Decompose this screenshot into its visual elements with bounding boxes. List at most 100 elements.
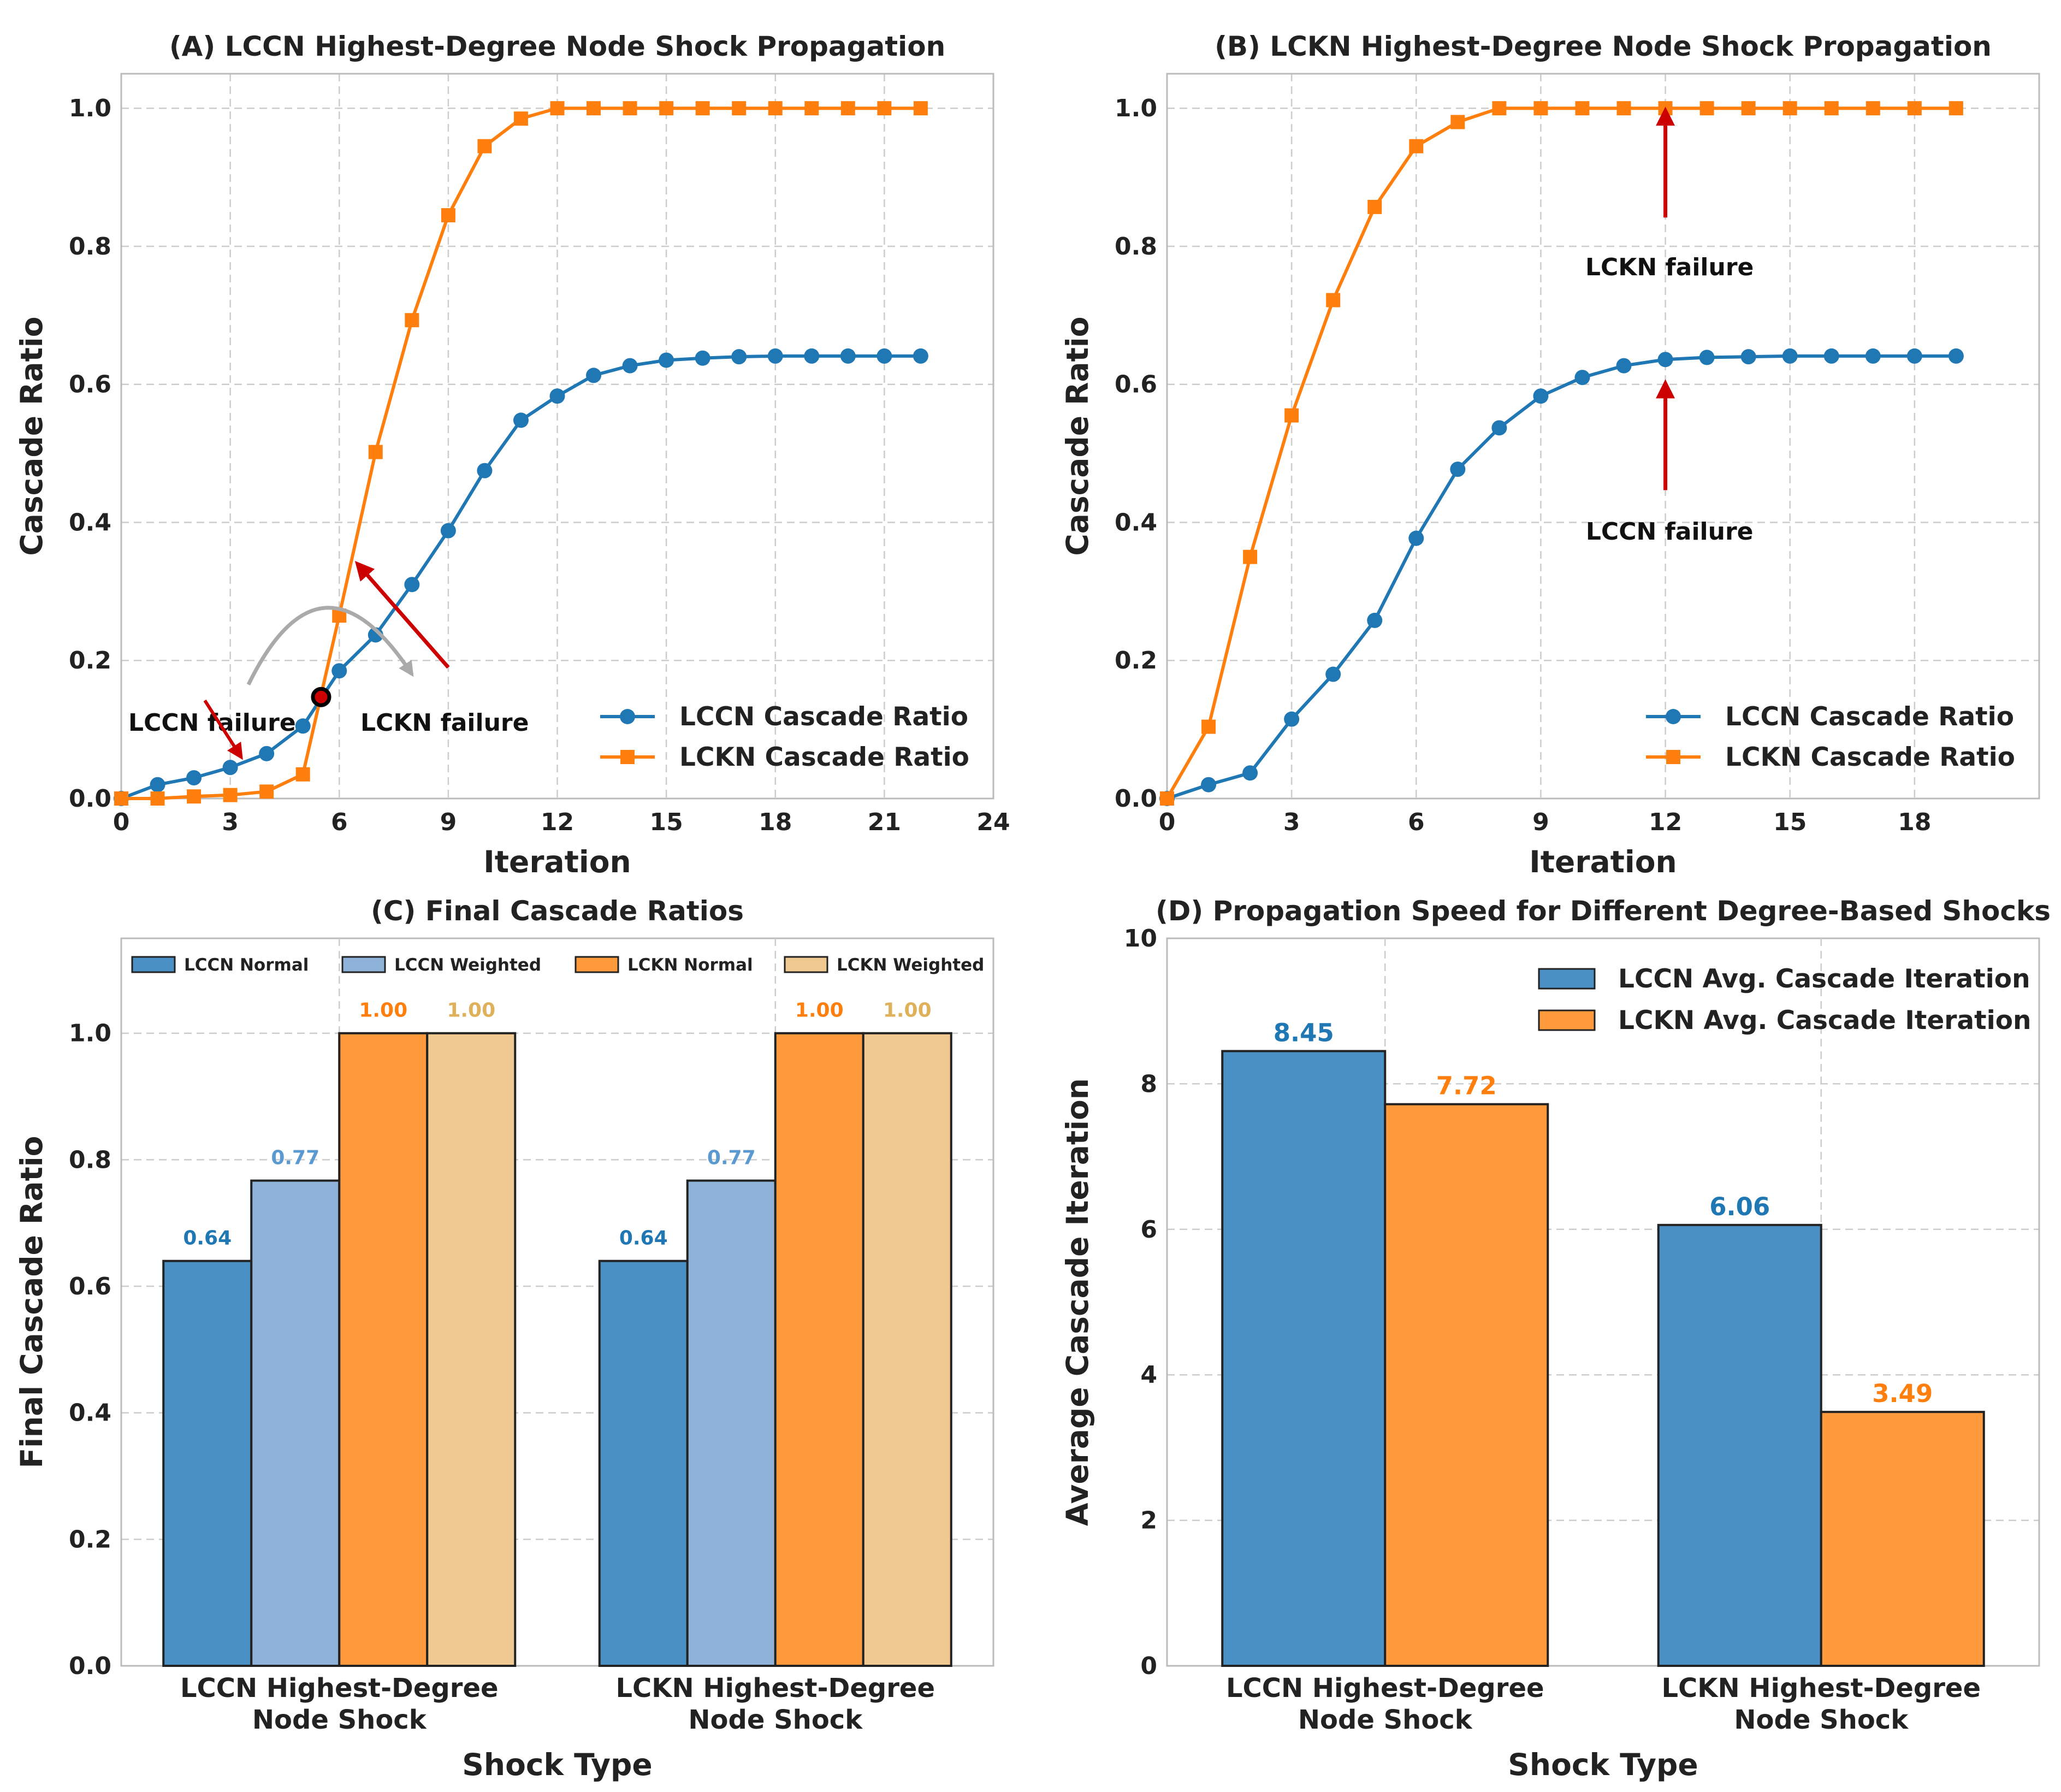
lckn-point <box>913 101 928 116</box>
lccn-point <box>1367 612 1383 628</box>
x-tick-label: 12 <box>541 808 574 836</box>
plot-frame <box>1166 73 2040 800</box>
bar-lccn-weighted <box>250 1179 341 1667</box>
lccn-point <box>804 348 820 364</box>
legend-swatch <box>341 956 386 973</box>
lckn-point <box>1367 199 1382 214</box>
y-tick-label: 0.8 <box>1115 233 1157 261</box>
bar-value-label: 1.00 <box>447 1000 495 1022</box>
lckn-point <box>732 101 747 116</box>
lccn-point <box>331 663 347 679</box>
x-tick-label: 12 <box>1649 808 1682 836</box>
bar-value-label: 8.45 <box>1274 1018 1334 1047</box>
y-tick-label: 0.6 <box>69 1273 111 1300</box>
lckn-point <box>1160 791 1174 806</box>
lckn-point <box>405 313 419 328</box>
lccn-point <box>1242 765 1258 781</box>
lckn-point <box>768 101 783 116</box>
category-label: LCCN Highest-Degree <box>180 1673 499 1704</box>
bar-lccn-normal <box>162 1259 253 1667</box>
lccn-point <box>404 577 420 593</box>
lccn-point <box>440 523 456 539</box>
lckn-point <box>659 101 674 116</box>
x-tick-label: 3 <box>1283 808 1300 836</box>
lccn-point <box>259 746 275 761</box>
legend-label: LCCN Weighted <box>394 955 541 975</box>
y-tick-label: 1.0 <box>69 94 111 122</box>
lckn-point <box>477 139 492 153</box>
y-axis-label: Average Cascade Iteration <box>1060 1078 1095 1526</box>
legend-label: LCKN Avg. Cascade Iteration <box>1618 1006 2031 1036</box>
x-tick-label: 18 <box>759 808 792 836</box>
y-tick-label: 0.4 <box>69 1399 111 1427</box>
lccn-point <box>186 770 202 786</box>
legend-marker-square <box>620 750 635 764</box>
panel-d: 0 2 4 6 8 10(D) Propagation Speed for Differe… <box>1060 895 2051 1782</box>
bar-lccn-normal <box>598 1259 689 1667</box>
category-label: LCCN Highest-Degree <box>1226 1673 1544 1704</box>
annotation-lckn-failure: LCKN failure <box>360 709 529 737</box>
bar-value-label: 1.00 <box>795 1000 844 1022</box>
bar-value-label: 0.77 <box>707 1147 756 1169</box>
category-label: Node Shock <box>252 1705 427 1735</box>
y-tick-label: 6 <box>1140 1216 1157 1244</box>
lckn-point <box>295 767 310 782</box>
lckn-point <box>877 101 892 116</box>
lckn-point <box>1533 101 1548 116</box>
bar-value-label: 0.64 <box>619 1227 668 1250</box>
chart-title: (D) Propagation Speed for Different Degr… <box>1156 895 2051 927</box>
gray-curved-arrow <box>246 606 414 686</box>
lccn-point <box>1782 348 1798 364</box>
legend-label: LCCN Cascade Ratio <box>679 702 968 732</box>
crossover-point <box>311 687 331 707</box>
legend-label: LCCN Avg. Cascade Iteration <box>1618 964 2030 994</box>
lckn-point <box>1741 101 1756 116</box>
y-tick-label: 0.6 <box>69 371 111 399</box>
lckn-point <box>1201 719 1216 734</box>
x-axis-label: Shock Type <box>1508 1747 1698 1782</box>
lckn-point <box>1409 139 1424 153</box>
y-tick-label: 0.4 <box>1115 508 1157 536</box>
lckn-point <box>1616 101 1631 116</box>
legend-swatch <box>1538 968 1596 990</box>
x-tick-label: 24 <box>976 808 1010 836</box>
x-tick-label: 0 <box>113 808 130 836</box>
lccn-point <box>1906 348 1922 364</box>
lccn-point <box>1865 348 1881 364</box>
lckn-point <box>368 445 383 459</box>
lckn-point <box>513 111 528 126</box>
lccn-point <box>1450 462 1466 477</box>
lccn-point <box>695 350 710 366</box>
x-tick-label: 6 <box>1408 808 1425 836</box>
lccn-point <box>1533 388 1549 404</box>
lccn-point <box>549 388 565 404</box>
lccn-point <box>222 760 238 776</box>
x-tick-label: 6 <box>331 808 348 836</box>
legend-marker-square <box>1666 750 1680 764</box>
chart-title: (A) LCCN Highest-Degree Node Shock Propa… <box>169 31 945 62</box>
lckn-point <box>1949 101 1963 116</box>
category-label: Node Shock <box>1734 1705 1909 1735</box>
x-tick-label: 18 <box>1898 808 1931 836</box>
x-tick-label: 0 <box>1159 808 1176 836</box>
bar-lckn-avg-cascade-iteration <box>1820 1411 1985 1667</box>
lckn-point <box>1824 101 1839 116</box>
y-tick-label: 0.0 <box>1115 785 1157 813</box>
lckn-point <box>259 784 274 799</box>
lckn-point <box>1699 101 1714 116</box>
lccn-point <box>586 368 602 383</box>
panel-c: 0.0 0.2 0.4 0.6 0.8 1.0 (C) Final Cascade Rati… <box>14 895 994 1782</box>
x-axis-label: Iteration <box>1529 844 1677 879</box>
lccn-point <box>1616 358 1632 374</box>
category-label: Node Shock <box>688 1705 863 1735</box>
plot-frame <box>1166 937 2040 1667</box>
y-tick-label: 2 <box>1140 1507 1157 1535</box>
bar-lccn-avg-cascade-iteration <box>1657 1223 1822 1667</box>
lccn-point <box>477 463 493 478</box>
legend-label: LCCN Cascade Ratio <box>1725 702 2014 732</box>
bar-value-label: 7.72 <box>1436 1072 1497 1101</box>
x-tick-label: 15 <box>650 808 683 836</box>
y-axis-label: Cascade Ratio <box>1060 316 1095 555</box>
y-tick-label: 0.8 <box>69 233 111 261</box>
